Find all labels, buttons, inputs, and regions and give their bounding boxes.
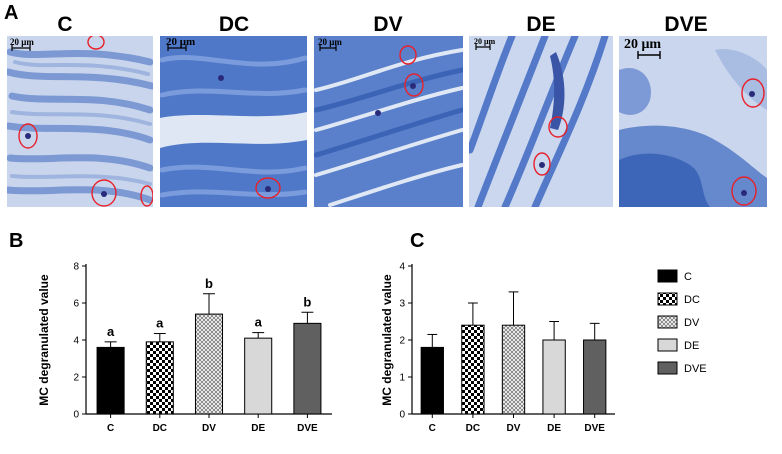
x-tick-label: DE xyxy=(251,423,265,434)
y-tick-label: 4 xyxy=(73,336,79,347)
x-tick-label: DC xyxy=(466,423,480,434)
scale-label-dc: 20 μm xyxy=(166,36,195,48)
bar-dv xyxy=(194,313,224,415)
bar-dve xyxy=(293,322,322,415)
panel-label-b: B xyxy=(9,230,23,252)
legend-label-dve: DVE xyxy=(684,363,707,375)
y-axis-label: MC degranulated value xyxy=(380,274,394,406)
significance-letter: a xyxy=(156,316,164,331)
legend-label-c: C xyxy=(684,271,692,283)
bar-dc xyxy=(461,324,485,415)
bar-c xyxy=(96,346,125,415)
micrograph-c xyxy=(7,36,153,207)
x-tick-label: C xyxy=(429,423,436,434)
x-tick-label: DVE xyxy=(297,423,318,434)
legend-swatch-dv xyxy=(657,315,678,329)
x-tick-label: DC xyxy=(153,423,167,434)
x-tick-label: C xyxy=(107,423,114,434)
bar-c xyxy=(420,346,444,415)
legend-label-dv: DV xyxy=(684,317,700,329)
legend: C DC DV DE DVE xyxy=(657,269,707,375)
panel-label-a: A xyxy=(4,2,18,24)
bar-dve xyxy=(583,339,607,415)
significance-letter: a xyxy=(255,315,263,330)
image-title-dc: DC xyxy=(219,13,249,36)
bar-dc xyxy=(145,341,174,415)
y-axis-label: MC degranulated value xyxy=(37,274,51,406)
bar-dv xyxy=(501,324,526,415)
bar-de xyxy=(542,339,566,415)
legend-swatch-de xyxy=(657,338,678,352)
scale-bar-dve: 20 μm xyxy=(624,37,661,59)
y-tick-label: 0 xyxy=(399,410,405,421)
x-tick-label: DV xyxy=(507,423,521,434)
scale-bar-c: 20 μm xyxy=(10,37,34,51)
scale-label-c: 20 μm xyxy=(10,37,34,47)
bar-de xyxy=(244,337,273,415)
image-title-dv: DV xyxy=(373,13,402,36)
micrograph-dve xyxy=(619,36,767,207)
legend-label-dc: DC xyxy=(684,294,700,306)
image-title-c: C xyxy=(57,13,72,36)
y-tick-label: 6 xyxy=(73,299,79,310)
y-tick-label: 2 xyxy=(73,373,79,384)
legend-swatch-dve xyxy=(657,361,678,375)
scale-bar-de: 20 μm xyxy=(474,37,496,50)
y-tick-label: 0 xyxy=(73,410,79,421)
significance-letter: b xyxy=(205,276,213,291)
scale-bar-dc: 20 μm xyxy=(166,36,195,51)
scale-label-dv: 20 μm xyxy=(318,37,342,47)
scale-label-de: 20 μm xyxy=(474,37,496,46)
y-tick-label: 2 xyxy=(399,336,405,347)
significance-letter: b xyxy=(303,294,311,309)
y-tick-label: 3 xyxy=(399,299,405,310)
image-title-dve: DVE xyxy=(664,13,707,36)
x-tick-label: DV xyxy=(202,423,216,434)
micrograph-dc xyxy=(160,36,307,207)
y-tick-label: 4 xyxy=(399,262,405,273)
legend-swatch-c xyxy=(657,269,678,283)
panel-label-c: C xyxy=(410,230,424,252)
image-title-de: DE xyxy=(526,13,555,36)
y-tick-label: 8 xyxy=(73,262,79,273)
legend-swatch-dc xyxy=(657,292,678,306)
chart-c: 0 1 2 3 4 MC degranulated value C DC DV DE DVE xyxy=(380,262,615,434)
micrograph-dv xyxy=(314,36,463,207)
y-tick-label: 1 xyxy=(399,373,405,384)
scale-bar-dv: 20 μm xyxy=(318,37,342,51)
chart-b: 0 2 4 6 8 MC degranulated value Ca DC a DV b DE a DVE… xyxy=(37,262,332,434)
x-tick-label: DE xyxy=(547,423,561,434)
scale-label-dve: 20 μm xyxy=(624,37,661,52)
micrograph-de xyxy=(469,36,613,207)
x-tick-label: DVE xyxy=(584,423,605,434)
significance-letter: a xyxy=(107,324,115,339)
legend-label-de: DE xyxy=(684,340,699,352)
